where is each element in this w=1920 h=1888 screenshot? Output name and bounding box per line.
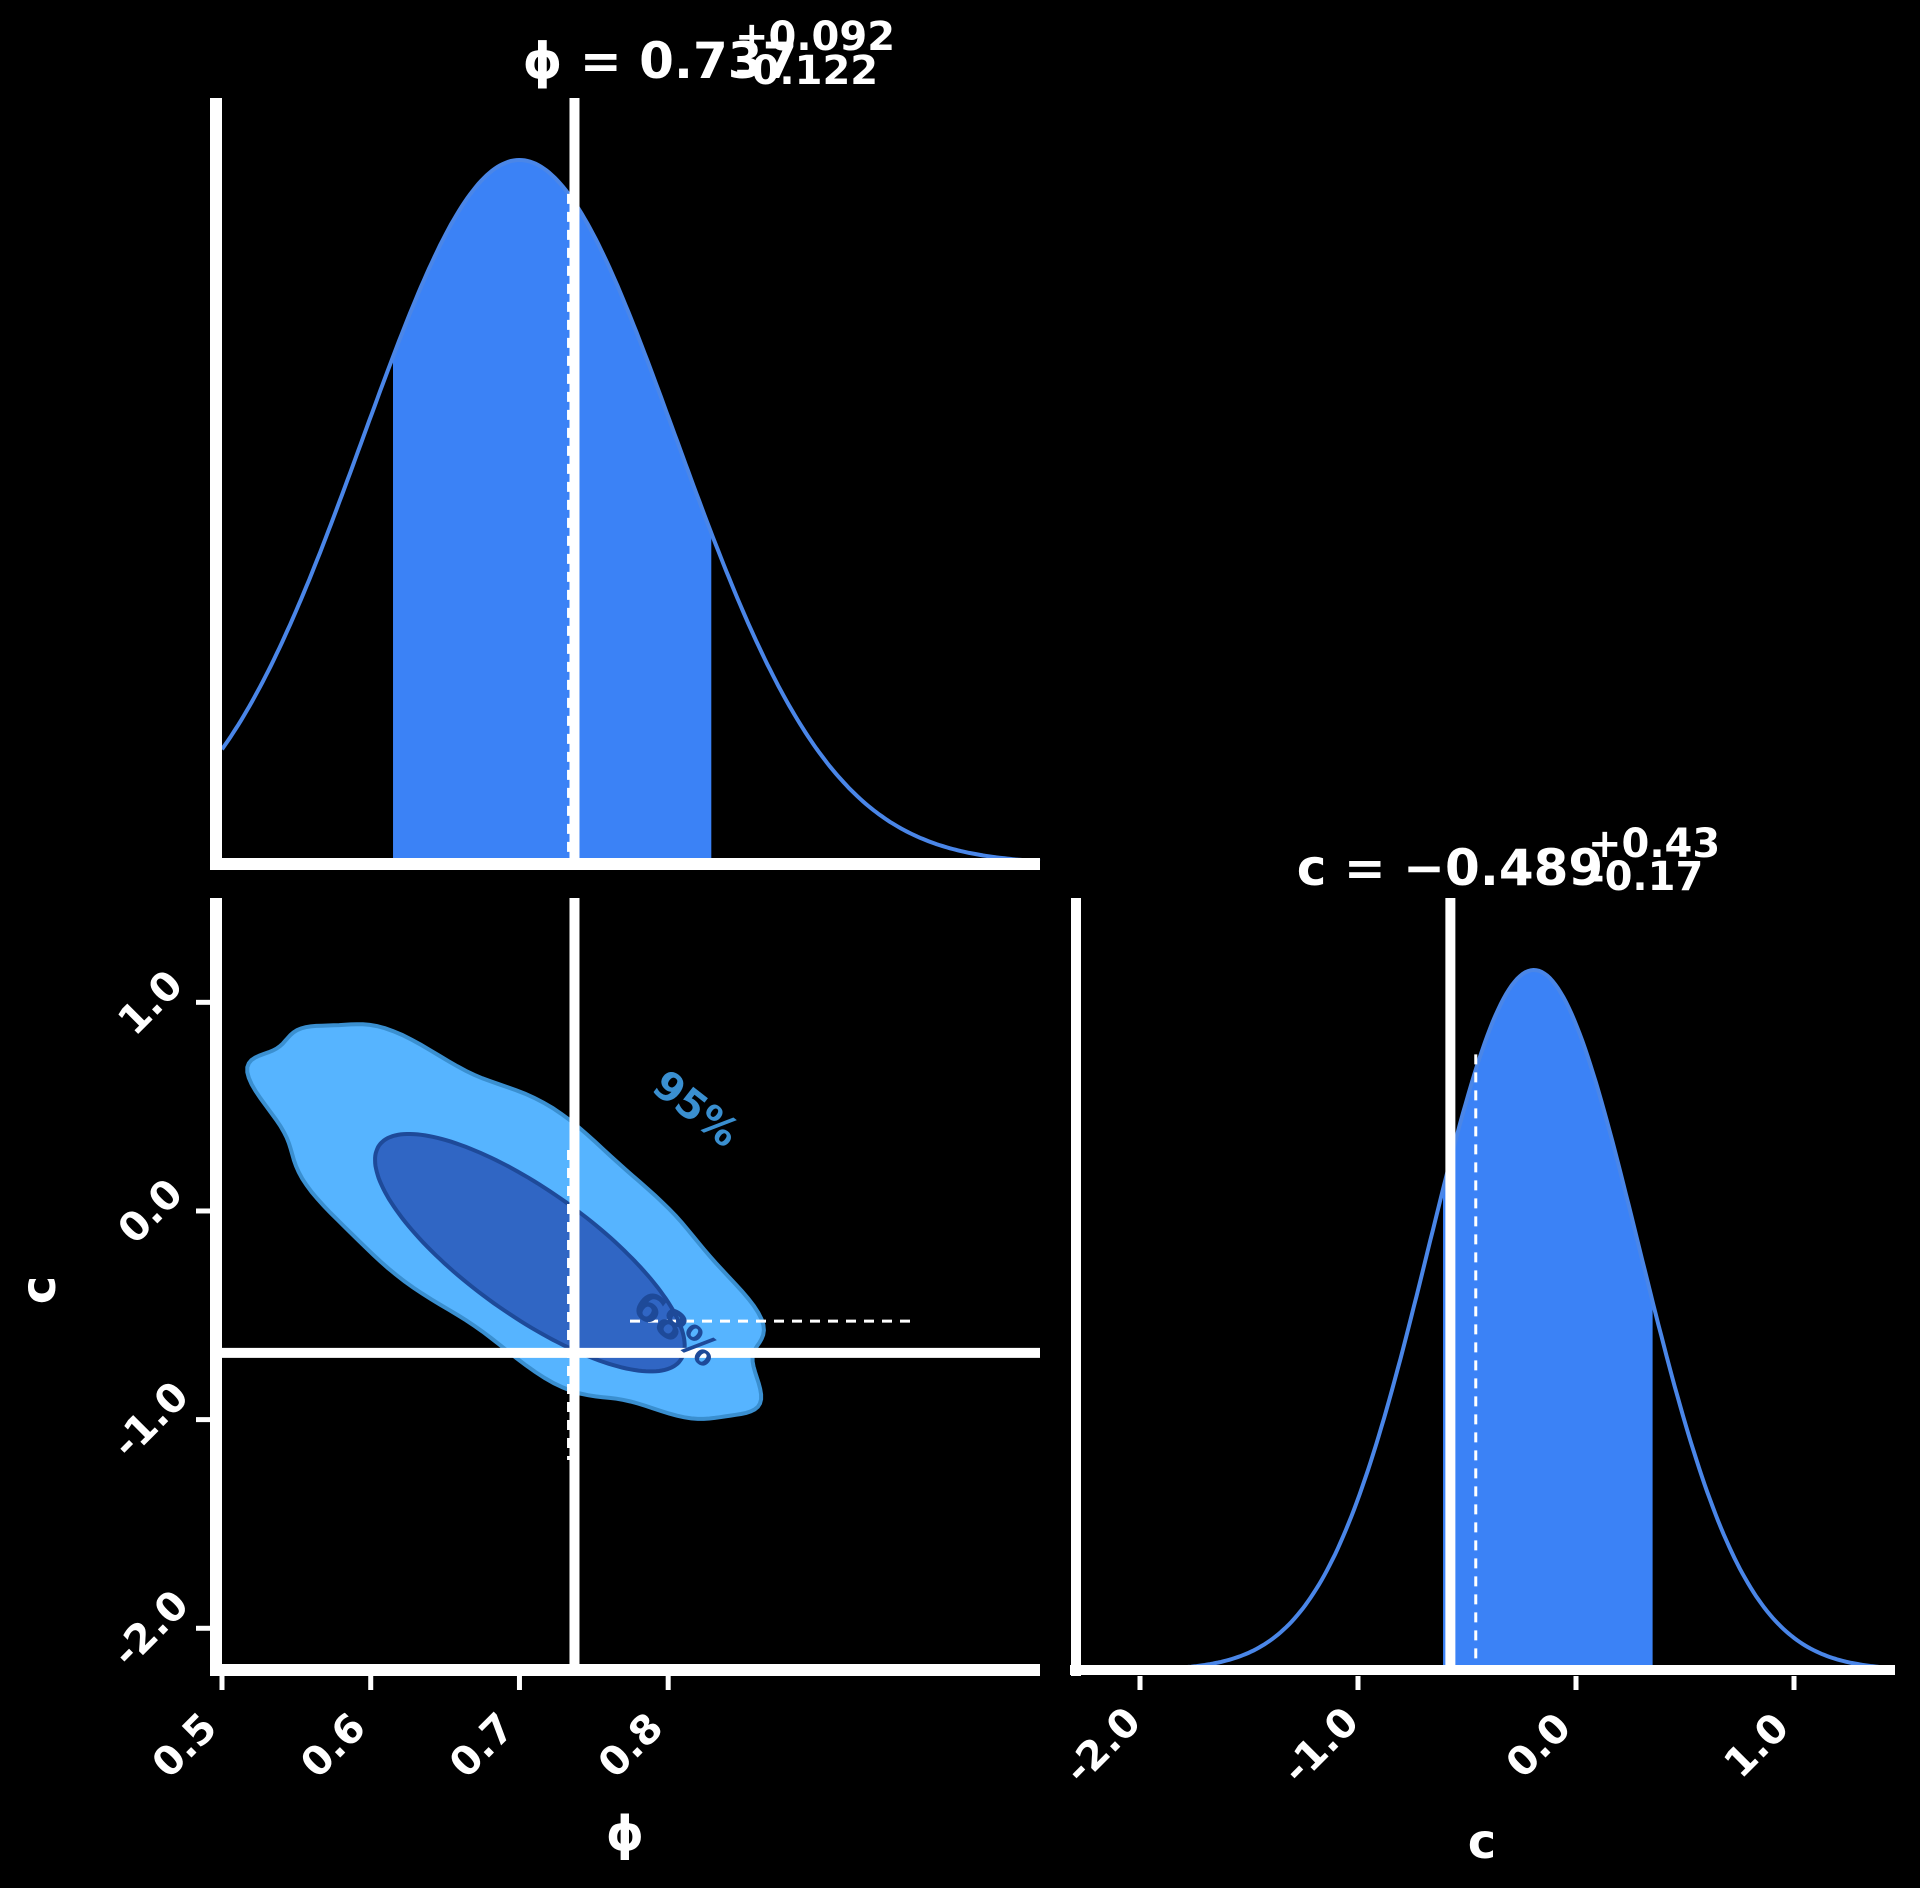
joint-x-tick-label: 0.8 xyxy=(590,1704,673,1787)
phi-density-curve xyxy=(220,157,1041,864)
phi-marginal-title: ϕ = 0.737 xyxy=(523,32,798,90)
joint-y-tick-label: -2.0 xyxy=(104,1582,198,1676)
phi-title-error-upper: +0.092 xyxy=(735,14,895,60)
phi-marginal-panel: ϕ = 0.737 +0.092 -0.122 xyxy=(210,14,1041,870)
joint-panel: 95% 68% 0.5 0.6 0.7 0.8 -2.0-1.00.01.0 ϕ c xyxy=(11,898,1040,1862)
c-credible-interval-fill xyxy=(1443,970,1653,1670)
c-x-tick-label: 0.0 xyxy=(1497,1704,1580,1787)
c-density-curve xyxy=(1079,967,1895,1672)
c-title-error-lower: -0.17 xyxy=(1588,854,1703,900)
joint-x-tick-label: 0.5 xyxy=(143,1704,226,1787)
joint-x-tick-label: 0.6 xyxy=(292,1704,375,1787)
joint-x-ticks: 0.5 0.6 0.7 0.8 xyxy=(143,1676,672,1787)
c-x-tick-label: 1.0 xyxy=(1715,1704,1798,1787)
phi-credible-interval-fill xyxy=(393,160,712,864)
joint-y-tick-label: 0.0 xyxy=(109,1170,192,1253)
contour-label-95: 95% xyxy=(644,1062,748,1157)
joint-y-axis-label: c xyxy=(11,1276,67,1304)
c-marginal-panel: c = −0.489 +0.43 -0.17 -2.0 -1.0 0.0 1.0 c xyxy=(1056,821,1895,1870)
joint-y-ticks: -2.0 -1.0 0.0 1.0 xyxy=(104,962,210,1676)
joint-x-axis-label: ϕ xyxy=(606,1806,644,1862)
joint-y-tick-label: 1.0 xyxy=(109,962,192,1045)
c-x-tick-label: -2.0 xyxy=(1056,1699,1150,1793)
c-title-error-upper: +0.43 xyxy=(1588,821,1720,867)
phi-title-error-lower: -0.122 xyxy=(735,48,878,94)
joint-x-tick-label: 0.7 xyxy=(441,1704,524,1787)
c-marginal-x-axis-label: c xyxy=(1468,1814,1496,1870)
c-marginal-x-ticks: -2.0 -1.0 0.0 1.0 xyxy=(1056,1676,1798,1793)
joint-y-tick-label: -1.0 xyxy=(104,1373,198,1467)
c-x-tick-label: -1.0 xyxy=(1274,1699,1368,1793)
c-marginal-title: c = −0.489 xyxy=(1297,839,1603,897)
